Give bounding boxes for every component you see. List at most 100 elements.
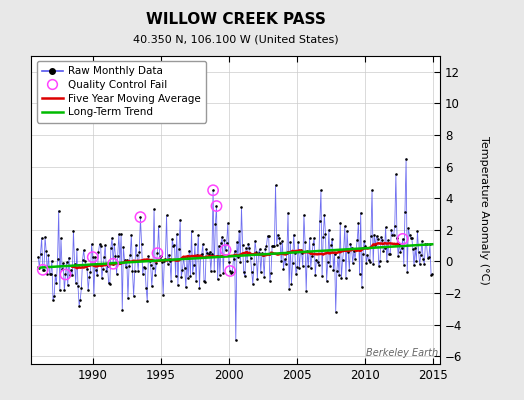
Point <box>341 223 349 229</box>
Point <box>187 228 195 234</box>
Point <box>107 244 115 251</box>
Point <box>182 284 190 291</box>
Point <box>352 246 361 253</box>
Point <box>242 245 250 251</box>
Point <box>148 283 156 290</box>
Point <box>75 302 83 309</box>
Point <box>208 251 216 257</box>
Point <box>218 234 226 240</box>
Point <box>108 235 116 241</box>
Point <box>267 269 275 276</box>
Point <box>94 249 103 255</box>
Point <box>48 258 56 264</box>
Point <box>173 282 182 288</box>
Point <box>291 250 299 256</box>
Point <box>428 271 436 277</box>
Point <box>416 261 424 267</box>
Point <box>192 278 200 284</box>
Point <box>46 270 54 277</box>
Point <box>135 249 144 255</box>
Point <box>312 256 321 263</box>
Point <box>109 260 117 267</box>
Point <box>212 203 221 209</box>
Point <box>369 260 377 267</box>
Point <box>39 267 47 273</box>
Point <box>49 297 57 303</box>
Point <box>172 231 181 237</box>
Point <box>155 223 163 229</box>
Point <box>171 273 180 280</box>
Point <box>418 238 426 244</box>
Point <box>272 242 281 248</box>
Point <box>85 273 93 280</box>
Point <box>168 236 177 242</box>
Point <box>342 275 350 282</box>
Point <box>411 244 419 251</box>
Point <box>70 261 79 268</box>
Point <box>81 257 89 264</box>
Point <box>288 260 297 266</box>
Text: WILLOW CREEK PASS: WILLOW CREEK PASS <box>146 12 326 27</box>
Point <box>93 272 102 279</box>
Point <box>202 246 211 252</box>
Point <box>293 264 301 270</box>
Point <box>271 182 280 188</box>
Point <box>125 262 133 269</box>
Point <box>214 243 223 249</box>
Point <box>252 249 260 256</box>
Point <box>268 243 276 249</box>
Point <box>285 286 293 292</box>
Point <box>34 254 42 260</box>
Point <box>175 246 183 252</box>
Point <box>225 259 233 265</box>
Point <box>57 235 65 241</box>
Point <box>44 252 52 259</box>
Point <box>296 247 304 254</box>
Point <box>333 268 341 274</box>
Point <box>139 264 148 270</box>
Point <box>103 263 112 269</box>
Point <box>384 237 392 244</box>
Point <box>266 277 274 284</box>
Point <box>226 268 234 274</box>
Point <box>303 247 311 254</box>
Point <box>186 272 194 279</box>
Point <box>66 272 74 278</box>
Point <box>193 252 201 258</box>
Point <box>169 243 178 249</box>
Point <box>117 230 125 237</box>
Point <box>360 238 368 244</box>
Point <box>427 272 435 278</box>
Point <box>245 245 254 251</box>
Point <box>305 235 314 242</box>
Point <box>127 232 136 238</box>
Point <box>397 245 406 251</box>
Point <box>316 187 325 194</box>
Point <box>143 298 151 304</box>
Point <box>298 250 306 256</box>
Point <box>50 293 58 300</box>
Point <box>346 240 355 247</box>
Point <box>248 281 257 287</box>
Point <box>61 271 70 278</box>
Point <box>289 232 298 238</box>
Point <box>112 271 121 277</box>
Point <box>402 156 410 162</box>
Point <box>347 245 356 252</box>
Point <box>138 271 147 277</box>
Point <box>198 251 206 257</box>
Point <box>253 276 261 282</box>
Point <box>189 270 197 276</box>
Point <box>42 248 50 255</box>
Point <box>36 251 45 257</box>
Point <box>221 247 230 253</box>
Point <box>351 256 359 262</box>
Point <box>116 260 124 266</box>
Point <box>203 250 212 256</box>
Point <box>61 271 70 278</box>
Point <box>334 254 342 260</box>
Point <box>381 224 390 230</box>
Point <box>77 285 85 291</box>
Point <box>184 275 192 282</box>
Point <box>300 212 308 218</box>
